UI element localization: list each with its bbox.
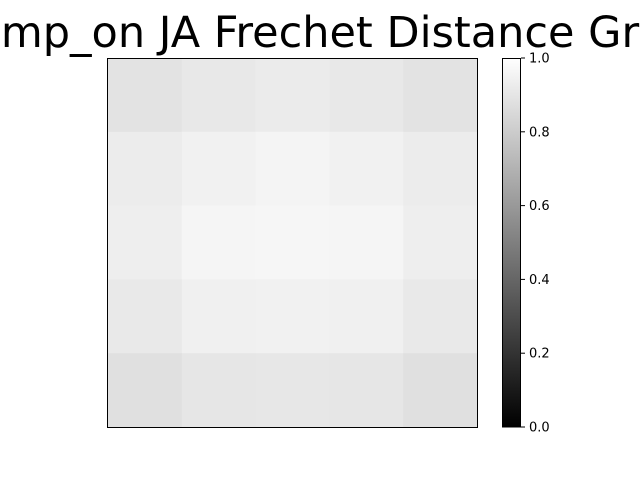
heatmap-cell [108,353,183,428]
heatmap-cell [181,353,256,428]
colorbar-tick-label: 0.8 [529,125,550,140]
heatmap-cell [329,58,404,133]
heatmap-cell [329,205,404,280]
heatmap-cell [181,205,256,280]
heatmap-cell [255,131,330,206]
heatmap-cells [108,58,478,428]
heatmap-cell [255,279,330,354]
colorbar-ticks: 0.0 0.2 0.4 0.6 0.8 1.0 [521,52,550,436]
colorbar [502,58,521,427]
colorbar-tick-label: 0.4 [529,273,550,288]
colorbar-tick-label: 1.0 [529,52,550,67]
heatmap-cell [329,353,404,428]
heatmap-cell [403,58,478,133]
heatmap-cell [108,131,183,206]
colorbar-tick-label: 0.6 [529,199,550,214]
heatmap-cell [108,279,183,354]
colorbar-tick-label: 0.0 [529,421,550,436]
plot-frame [107,58,478,428]
heatmap-cell [108,58,183,133]
heatmap-cell [329,279,404,354]
heatmap-cell [403,131,478,206]
heatmap-cell [329,131,404,206]
colorbar-tick-label: 0.2 [529,347,550,362]
chart-title: mp_on JA Frechet Distance Gr [1,8,640,58]
heatmap-cell [403,279,478,354]
heatmap-cell [255,58,330,133]
heatmap-cell [181,58,256,133]
colorbar-frame [502,58,521,428]
heatmap-cell [403,353,478,428]
heatmap-cell [255,353,330,428]
heatmap-cell [255,205,330,280]
heatmap-cell [108,205,183,280]
heatmap-cell [403,205,478,280]
heatmap-cell [181,279,256,354]
heatmap-cell [181,131,256,206]
